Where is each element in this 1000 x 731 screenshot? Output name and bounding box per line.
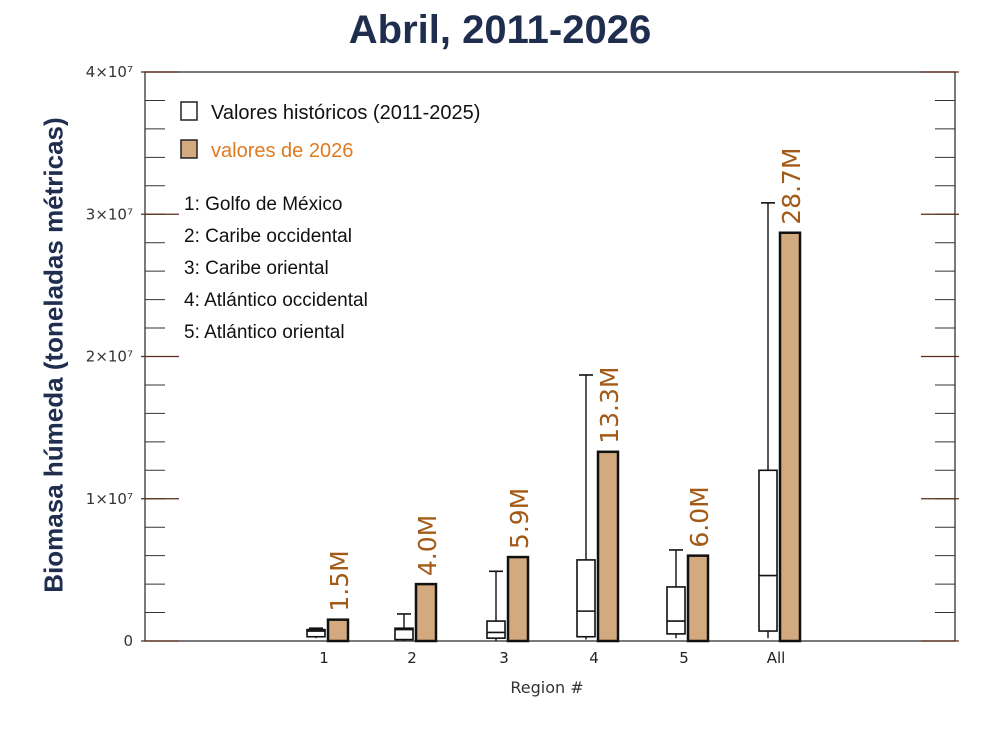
region-key-item: 4: Atlántico occidental — [184, 290, 368, 311]
bars-2026 — [326, 231, 802, 643]
data-label: 6.0M — [685, 486, 714, 547]
iqr-box — [666, 586, 686, 635]
y-tick-label: 0 — [123, 632, 133, 650]
x-axis-label: Region # — [510, 678, 583, 697]
historical-box — [666, 549, 686, 639]
historical-boxes — [306, 202, 778, 641]
bar-2026 — [686, 554, 710, 643]
legend-swatch — [180, 139, 198, 159]
x-tick-label: 2 — [407, 649, 417, 667]
historical-box — [486, 570, 506, 641]
data-label: 5.9M — [505, 488, 534, 549]
region-key-item: 3: Caribe oriental — [184, 258, 329, 279]
legend-item-2026: valores de 2026 — [180, 139, 353, 162]
legend-label: Valores históricos (2011-2025) — [211, 102, 480, 124]
bar-2026 — [596, 450, 620, 643]
y-tick-label: 4×10⁷ — [86, 63, 133, 81]
x-tick-label: 3 — [499, 649, 509, 667]
chart-title: Abril, 2011-2026 — [348, 8, 652, 52]
x-tick-label: 5 — [679, 649, 689, 667]
legend: Valores históricos (2011-2025) valores de… — [180, 101, 480, 343]
bar-2026 — [414, 582, 438, 643]
axes: 0 1×10⁷ 2×10⁷ 3×10⁷ 4×10⁷ 1 2 3 4 5 All — [86, 63, 959, 667]
iqr-box — [758, 469, 778, 632]
data-label: 28.7M — [777, 148, 806, 225]
historical-box — [306, 627, 326, 639]
region-key-item: 5: Atlántico oriental — [184, 322, 345, 343]
historical-box — [758, 202, 778, 639]
bar-2026 — [326, 618, 350, 643]
region-key-item: 2: Caribe occidental — [184, 226, 352, 247]
data-label: 4.0M — [413, 515, 442, 576]
region-key-item: 1: Golfo de México — [184, 194, 342, 215]
legend-item-historical: Valores históricos (2011-2025) — [180, 101, 480, 124]
x-tick-label: All — [767, 649, 786, 667]
legend-swatch — [180, 101, 198, 121]
iqr-box — [486, 620, 506, 639]
y-tick-label: 2×10⁷ — [86, 348, 133, 366]
y-tick-label: 1×10⁷ — [86, 490, 133, 508]
data-labels: 1.5M 4.0M 5.9M 13.3M 6.0M 28.7M — [325, 148, 806, 612]
bar-2026 — [506, 555, 530, 643]
bar-2026 — [778, 231, 802, 643]
historical-box — [576, 374, 596, 640]
data-label: 1.5M — [325, 550, 354, 611]
data-label: 13.3M — [595, 367, 624, 444]
y-tick-label: 3×10⁷ — [86, 205, 133, 223]
x-tick-label: 1 — [319, 649, 329, 667]
iqr-box — [306, 628, 326, 638]
iqr-box — [576, 559, 596, 638]
legend-label: valores de 2026 — [211, 140, 353, 162]
historical-box — [394, 613, 414, 641]
x-tick-label: 4 — [589, 649, 599, 667]
iqr-box — [394, 627, 414, 641]
